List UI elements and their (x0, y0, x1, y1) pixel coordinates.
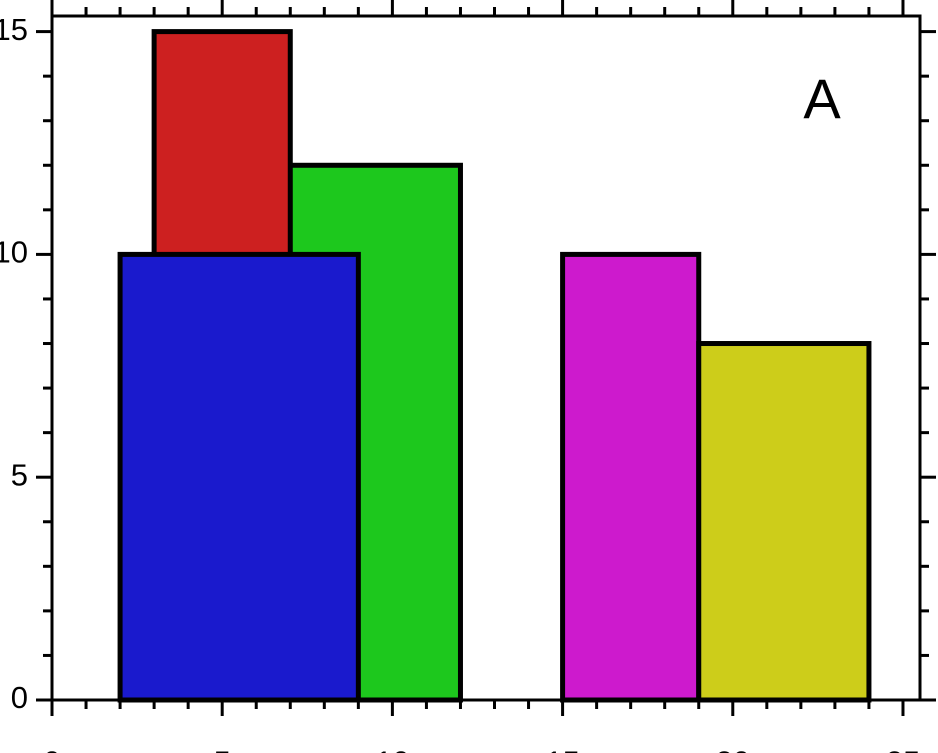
blue-bar-rect (117, 251, 361, 703)
x-tick-label: 15 (545, 744, 579, 753)
yellow-bar-rect (696, 341, 872, 703)
panel-annotation: A (803, 67, 841, 130)
axes-frame (50, 14, 922, 702)
x-tick-label: 10 (375, 744, 409, 753)
plot-border (50, 14, 922, 702)
axis-tick-labels: 0 5 10 15 20 25 0 5 10 15 (0, 12, 920, 753)
bars-group (117, 29, 872, 703)
panel-label-a: A (803, 67, 841, 130)
blue-bar (117, 251, 361, 703)
x-tick-label: 5 (214, 744, 231, 753)
yellow-bar (696, 341, 872, 703)
axis-ticks (36, 0, 936, 716)
x-tick-label: 0 (43, 744, 60, 753)
y-tick-label: 10 (0, 235, 28, 270)
magenta-bar-rect (560, 251, 702, 703)
x-tick-label: 20 (716, 744, 750, 753)
x-tick-label: 25 (886, 744, 920, 753)
y-tick-label: 0 (11, 680, 28, 715)
y-tick-label: 5 (11, 457, 28, 492)
magenta-bar (560, 251, 702, 703)
y-tick-label: 15 (0, 12, 28, 47)
